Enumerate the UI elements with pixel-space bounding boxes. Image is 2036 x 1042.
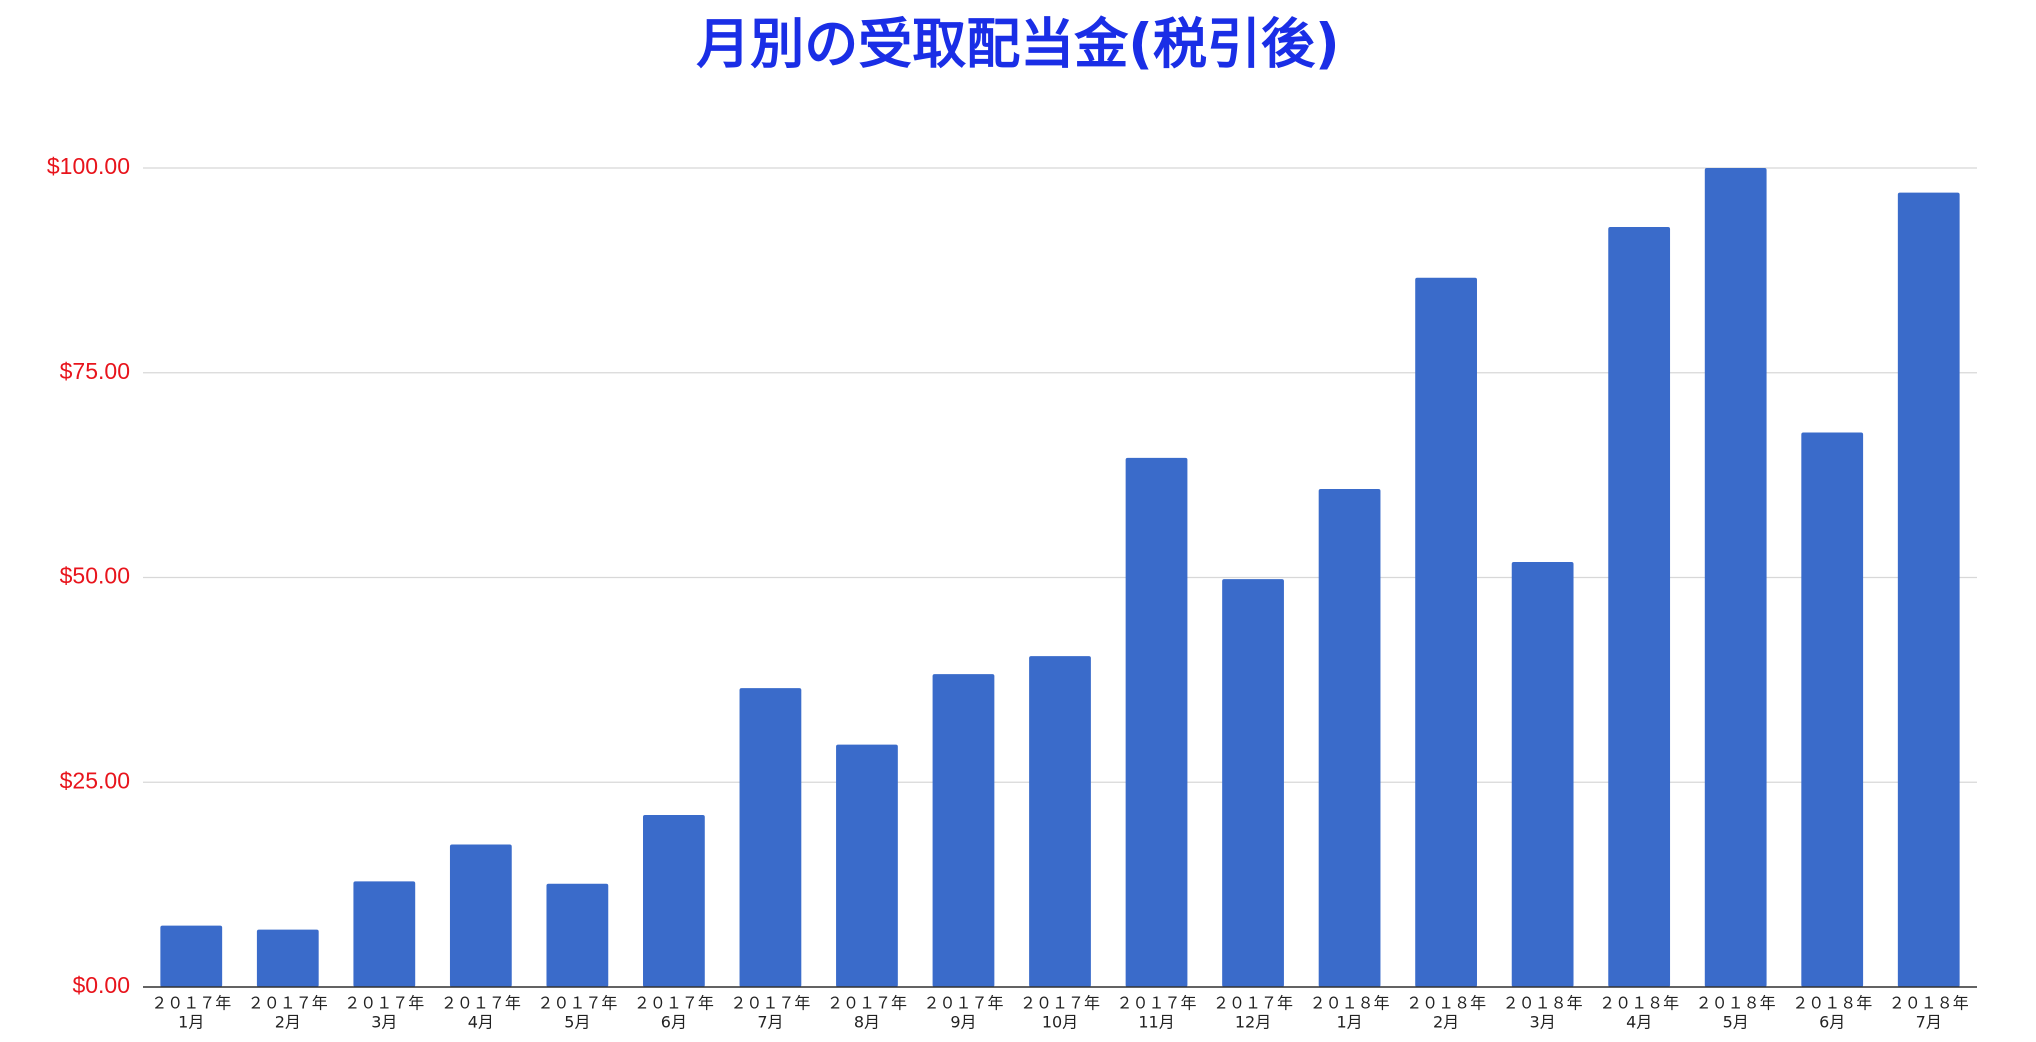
x-tick-label: ２０１８年 <box>1503 994 1583 1013</box>
bar <box>1222 579 1284 987</box>
x-tick-label: ２０１７年 <box>1020 994 1100 1013</box>
bar <box>1511 561 1574 987</box>
y-tick-label: $50.00 <box>60 563 130 589</box>
x-tick-label: ２０１８年 <box>1696 994 1776 1013</box>
x-tick-label: ２０１７年 <box>730 994 810 1013</box>
bar <box>449 844 512 987</box>
x-tick-label: ２０１７年 <box>344 994 424 1013</box>
x-tick-label: 7月 <box>757 1013 783 1032</box>
x-tick-label: 7月 <box>1916 1013 1942 1032</box>
x-tick-label: 1月 <box>178 1013 204 1032</box>
x-tick-label: 2月 <box>275 1013 301 1032</box>
x-tick-label: ２０１７年 <box>1213 994 1293 1013</box>
x-tick-label: 12月 <box>1235 1013 1271 1032</box>
bar <box>1704 168 1767 987</box>
bar <box>256 929 319 987</box>
y-tick-label: $0.00 <box>72 972 130 998</box>
x-tick-label: 9月 <box>950 1013 976 1032</box>
x-tick-label: ２０１８年 <box>1889 994 1969 1013</box>
x-tick-label: ２０１８年 <box>1792 994 1872 1013</box>
bar <box>546 883 609 987</box>
bar <box>1608 226 1671 987</box>
x-tick-label: 4月 <box>468 1013 494 1032</box>
x-tick-label: ２０１８年 <box>1406 994 1486 1013</box>
y-tick-label: $25.00 <box>60 767 130 793</box>
x-tick-label: ２０１７年 <box>1117 994 1197 1013</box>
x-tick-label: ２０１７年 <box>923 994 1003 1013</box>
x-tick-label: ２０１８年 <box>1599 994 1679 1013</box>
x-tick-label: ２０１７年 <box>537 994 617 1013</box>
x-tick-label: ２０１７年 <box>634 994 714 1013</box>
bar <box>353 881 416 987</box>
bar <box>160 925 223 987</box>
x-tick-label: 1月 <box>1336 1013 1362 1032</box>
x-tick-label: ２０１８年 <box>1310 994 1390 1013</box>
bar <box>643 815 705 987</box>
bar <box>932 674 995 987</box>
x-tick-label: ２０１７年 <box>827 994 907 1013</box>
chart-title: 月別の受取配当金(税引後) <box>696 13 1339 76</box>
x-tick-label: 5月 <box>1723 1013 1749 1032</box>
x-tick-label: 3月 <box>371 1013 397 1032</box>
x-tick-label: ２０１７年 <box>441 994 521 1013</box>
bar <box>1029 656 1091 987</box>
x-tick-label: 4月 <box>1626 1013 1652 1032</box>
x-tick-label: 6月 <box>661 1013 687 1032</box>
bar <box>836 744 898 987</box>
y-tick-label: $100.00 <box>47 153 130 179</box>
bar <box>1801 432 1864 987</box>
x-tick-label: 6月 <box>1819 1013 1845 1032</box>
x-tick-label: 8月 <box>854 1013 880 1032</box>
x-tick-label: 2月 <box>1433 1013 1459 1032</box>
bar <box>739 688 802 987</box>
x-tick-label: 5月 <box>564 1013 590 1032</box>
x-tick-label: ２０１７年 <box>248 994 328 1013</box>
x-tick-label: 3月 <box>1530 1013 1556 1032</box>
bar <box>1897 192 1960 987</box>
bar <box>1125 457 1188 987</box>
x-tick-label: 10月 <box>1042 1013 1078 1032</box>
x-tick-label: ２０１７年 <box>151 994 231 1013</box>
bar <box>1318 489 1381 987</box>
x-tick-label: 11月 <box>1138 1013 1174 1032</box>
bar <box>1415 277 1477 988</box>
y-tick-label: $75.00 <box>60 358 130 384</box>
